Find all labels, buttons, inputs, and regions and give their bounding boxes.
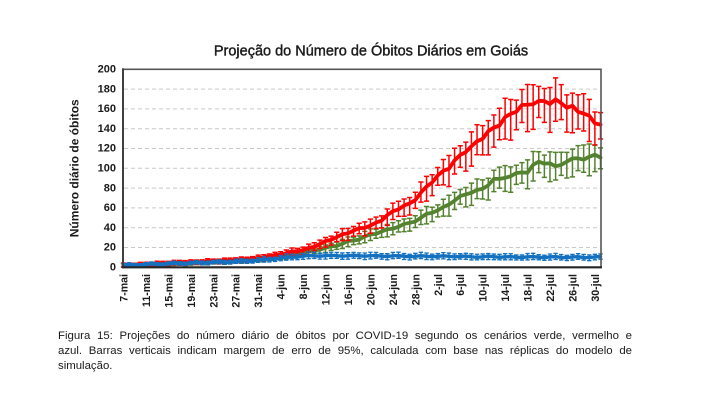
- svg-text:10-jul: 10-jul: [478, 274, 490, 302]
- svg-text:15-mai: 15-mai: [163, 274, 175, 308]
- svg-text:20-jun: 20-jun: [365, 274, 377, 305]
- svg-text:7-mai: 7-mai: [119, 274, 131, 302]
- svg-text:23-mai: 23-mai: [208, 274, 220, 308]
- svg-text:40: 40: [104, 222, 116, 234]
- svg-text:6-jul: 6-jul: [455, 274, 467, 296]
- svg-text:30-jul: 30-jul: [590, 274, 602, 302]
- svg-text:140: 140: [98, 123, 116, 135]
- svg-text:120: 120: [98, 143, 116, 155]
- svg-text:11-mai: 11-mai: [141, 274, 153, 307]
- svg-text:14-jul: 14-jul: [500, 274, 512, 302]
- svg-text:27-mai: 27-mai: [231, 274, 243, 308]
- svg-text:24-jun: 24-jun: [388, 274, 400, 305]
- svg-text:180: 180: [98, 83, 116, 95]
- svg-text:19-mai: 19-mai: [186, 274, 198, 308]
- svg-text:0: 0: [110, 262, 116, 274]
- svg-text:8-jun: 8-jun: [298, 274, 310, 299]
- svg-text:Projeção do Número de Óbitos D: Projeção do Número de Óbitos Diários em …: [214, 43, 528, 60]
- svg-text:22-jul: 22-jul: [545, 274, 557, 302]
- svg-text:100: 100: [98, 163, 116, 175]
- svg-text:60: 60: [104, 202, 116, 214]
- svg-text:28-jun: 28-jun: [410, 274, 422, 305]
- svg-text:31-mai: 31-mai: [253, 274, 265, 308]
- svg-text:2-jul: 2-jul: [433, 274, 445, 296]
- svg-text:4-jun: 4-jun: [276, 274, 288, 299]
- svg-text:16-jun: 16-jun: [343, 274, 355, 305]
- svg-text:20: 20: [104, 242, 116, 254]
- svg-text:80: 80: [104, 182, 116, 194]
- svg-text:12-jun: 12-jun: [321, 274, 333, 305]
- svg-text:160: 160: [98, 103, 116, 115]
- svg-text:18-jul: 18-jul: [523, 274, 535, 302]
- svg-text:Número diário de óbitos: Número diário de óbitos: [68, 99, 82, 237]
- svg-text:200: 200: [98, 64, 116, 76]
- svg-text:26-jul: 26-jul: [567, 274, 579, 302]
